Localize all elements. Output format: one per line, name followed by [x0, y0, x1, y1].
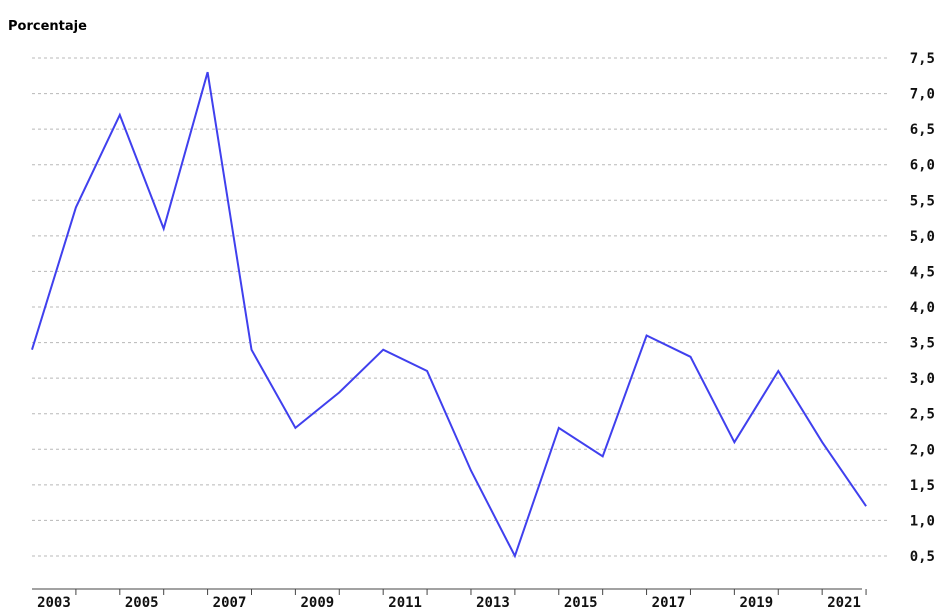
y-tick-label: 1,5 — [910, 478, 935, 494]
x-tick-label: 2009 — [300, 595, 334, 611]
x-tick-label: 2019 — [739, 595, 773, 611]
x-tick-label: 2017 — [652, 595, 686, 611]
y-tick-label: 4,0 — [910, 300, 935, 316]
y-tick-label: 6,0 — [910, 158, 935, 174]
y-tick-label: 1,0 — [910, 513, 935, 529]
x-tick-label: 2011 — [388, 595, 422, 611]
y-tick-label: 2,5 — [910, 407, 935, 423]
y-tick-label: 3,0 — [910, 371, 935, 387]
x-axis: 2003 2005 2007 2009 2011 2013 2015 2017 2019 2021 — [32, 588, 867, 611]
gridlines — [32, 57, 888, 557]
y-tick-label: 3,5 — [910, 336, 935, 352]
y-tick-label: 6,5 — [910, 122, 935, 138]
y-tick-label: 5,0 — [910, 229, 935, 245]
y-tick-label: 0,5 — [910, 549, 935, 565]
x-tick-label: 2007 — [213, 595, 247, 611]
x-tick-label: 2013 — [476, 595, 510, 611]
y-tick-label: 7,5 — [910, 51, 935, 67]
series-layer — [31, 71, 867, 559]
x-tick-label: 2005 — [125, 595, 159, 611]
y-tick-label: 4,5 — [910, 264, 935, 280]
y-axis-title: Porcentaje — [8, 19, 87, 34]
x-tick-label: 2003 — [37, 595, 71, 611]
x-tick-label: 2021 — [827, 595, 861, 611]
x-tick-label: 2015 — [564, 595, 598, 611]
y-axis-ticks: 0,5 1,0 1,5 2,0 2,5 3,0 3,5 4,0 4,5 5,0 5,5 6,0 6,5 7… — [910, 51, 935, 565]
series-line — [31, 71, 867, 559]
y-tick-label: 7,0 — [910, 87, 935, 103]
y-tick-label: 2,0 — [910, 442, 935, 458]
y-tick-label: 5,5 — [910, 193, 935, 209]
